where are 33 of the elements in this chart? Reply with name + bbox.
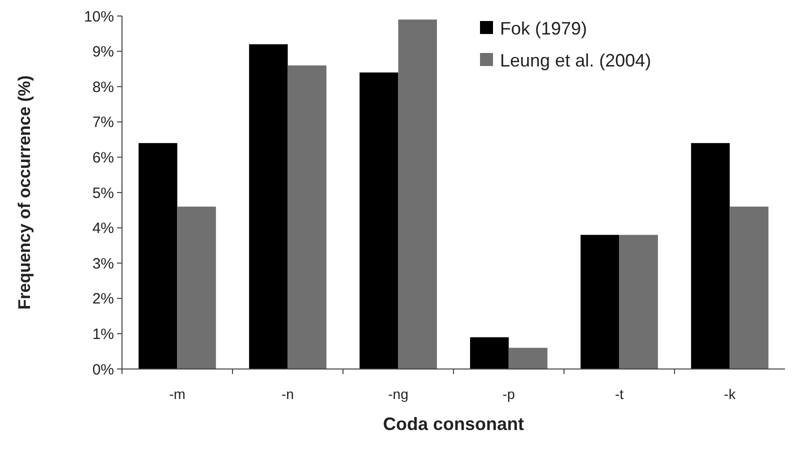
y-tick-label: 8%: [92, 78, 114, 96]
y-tick-label: 6%: [92, 149, 114, 166]
bar: [691, 143, 730, 369]
y-tick-label: 10%: [84, 8, 114, 26]
x-tick-label: -p: [502, 386, 516, 402]
y-tick-label: 4%: [92, 220, 114, 238]
bar: [619, 234, 658, 369]
bar: [580, 234, 620, 369]
bar: [288, 65, 326, 369]
y-axis-title: Frequency of occurrence (%): [15, 75, 34, 310]
x-tick-label: -k: [724, 386, 737, 402]
bar: [249, 44, 288, 369]
y-tick-label: 5%: [92, 184, 114, 202]
x-tick-label: -ng: [388, 386, 408, 402]
y-tick-label: 2%: [92, 290, 114, 308]
bar: [360, 72, 398, 369]
bar: [177, 206, 216, 369]
bar: [138, 143, 178, 369]
x-tick-label: -n: [282, 386, 294, 402]
y-tick-label: 1%: [92, 326, 114, 343]
bar: [508, 348, 548, 369]
y-tick-label: 0%: [92, 361, 114, 378]
x-axis-title: Coda consonant: [382, 414, 524, 434]
y-tick-label: 7%: [92, 114, 114, 132]
x-tick-label: -m: [169, 386, 186, 402]
legend-label: Fok (1979): [500, 18, 588, 38]
bar: [470, 337, 509, 369]
y-tick-label: 9%: [92, 44, 114, 61]
bar: [398, 20, 437, 369]
legend-label: Leung et al. (2004): [500, 50, 652, 70]
x-tick-label: -t: [614, 386, 624, 402]
y-tick-label: 3%: [92, 255, 114, 272]
bar: [730, 206, 768, 369]
